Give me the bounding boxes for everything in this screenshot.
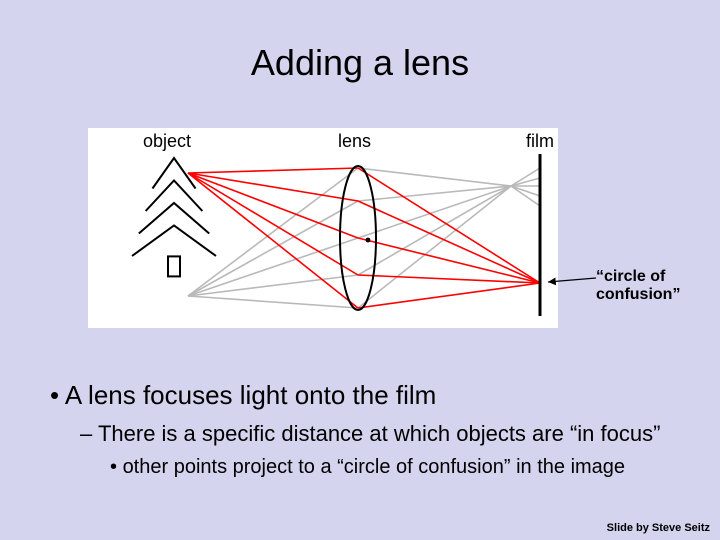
diagram-svg — [88, 128, 558, 328]
label-film: film — [526, 131, 554, 152]
slide-title: Adding a lens — [0, 42, 720, 84]
lens-diagram: object lens film — [88, 128, 558, 328]
bullet-1-text: A lens focuses light onto the film — [65, 380, 436, 410]
slide-credit: Slide by Steve Seitz — [607, 522, 710, 534]
label-object: object — [143, 131, 191, 152]
circle-of-confusion-label: “circle of confusion” — [596, 268, 680, 305]
bullet-list: • A lens focuses light onto the film – T… — [50, 380, 690, 479]
annotation-line1: “circle of — [596, 268, 665, 285]
bullet-3-text: other points project to a “circle of con… — [123, 456, 625, 478]
label-lens: lens — [338, 131, 371, 152]
bullet-1: • A lens focuses light onto the film — [50, 380, 690, 411]
bullet-2-text: There is a specific distance at which ob… — [98, 421, 660, 446]
bullet-3: • other points project to a “circle of c… — [110, 455, 690, 479]
bullet-2: – There is a specific distance at which … — [80, 421, 690, 447]
annotation-line2: confusion” — [596, 286, 680, 303]
